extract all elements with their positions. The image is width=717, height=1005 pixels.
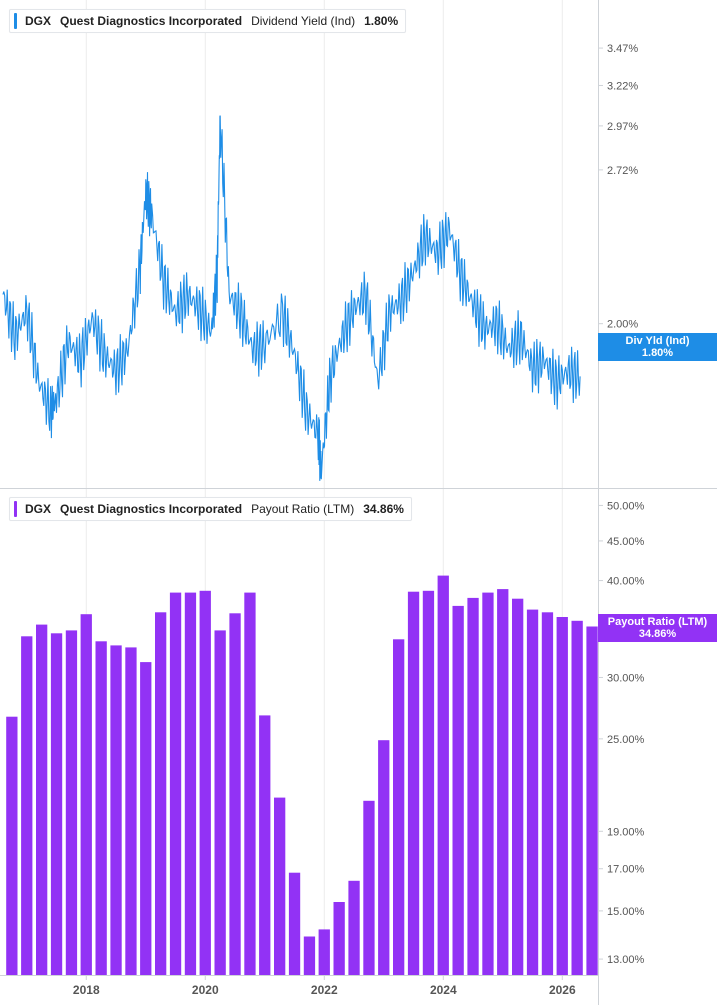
y-tick-label: 2.00% [607,319,638,331]
dividend-yield-line[interactable] [2,115,581,481]
payout-bar[interactable] [482,592,494,975]
payout-bar[interactable] [199,590,211,975]
payout-bar[interactable] [422,590,435,975]
y-tick-label: 17.00% [607,864,645,876]
legend-company: Quest Diagnostics Incorporated [60,502,243,516]
payout-bar[interactable] [214,630,226,975]
payout-bar[interactable] [541,612,554,975]
payout-ratio-price-tag: Payout Ratio (LTM) 34.86% [598,614,717,642]
payout-bar[interactable] [452,605,464,975]
payout-bar[interactable] [169,592,182,975]
tag-value: 34.86% [638,628,677,640]
dividend-yield-legend: DGX Quest Diagnostics Incorporated Divid… [9,9,407,33]
legend-value: 34.86% [363,502,404,516]
legend-metric: Dividend Yield (Ind) [251,14,356,28]
tag-label: Payout Ratio (LTM) [607,616,708,628]
payout-bar[interactable] [36,624,48,975]
x-tick-label: 2020 [192,983,219,997]
payout-bar[interactable] [333,902,345,975]
y-tick-label: 25.00% [607,734,645,746]
payout-bar[interactable] [50,633,63,975]
y-tick-label: 30.00% [607,672,645,684]
payout-ratio-legend: DGX Quest Diagnostics Incorporated Payou… [9,497,412,521]
y-tick-label: 19.00% [607,826,645,838]
payout-bar[interactable] [393,639,405,975]
x-axis: 2018 2020 2022 2024 2026 [73,975,576,997]
y-tick-label: 45.00% [607,536,645,548]
payout-bar[interactable] [125,647,137,975]
x-tick-label: 2026 [549,983,576,997]
payout-bar[interactable] [155,612,167,975]
payout-bar[interactable] [318,929,330,975]
x-tick-label: 2022 [311,983,338,997]
dividend-yield-plot [2,115,581,481]
payout-bar[interactable] [378,740,390,975]
payout-bar[interactable] [288,872,301,975]
payout-bar[interactable] [571,620,583,975]
payout-bar[interactable] [80,614,92,975]
payout-bar[interactable] [497,589,509,975]
tag-value: 1.80% [641,347,674,359]
y-tick-label: 2.97% [607,121,638,133]
legend-ticker: DGX [25,502,52,516]
payout-bar[interactable] [184,592,197,975]
payout-bar[interactable] [21,636,33,975]
payout-ratio-swatch [14,501,17,517]
payout-bar[interactable] [274,797,286,975]
payout-bar[interactable] [65,630,78,975]
payout-ratio-plot [6,575,598,976]
y-tick-label: 15.00% [607,906,645,918]
legend-metric: Payout Ratio (LTM) [251,502,355,516]
payout-bar[interactable] [512,598,524,975]
y-tick-label: 2.72% [607,165,638,177]
legend-value: 1.80% [364,14,399,28]
x-tick-label: 2018 [73,983,100,997]
tag-label: Div Yld (Ind) [625,335,690,347]
payout-bar[interactable] [407,591,420,975]
payout-bar[interactable] [229,613,241,975]
x-tick-label: 2024 [430,983,457,997]
payout-bar[interactable] [140,662,152,975]
dividend-yield-swatch [14,13,17,29]
payout-bar[interactable] [437,575,449,975]
y-tick-label: 13.00% [607,954,645,966]
payout-ratio-axis: 50.00%45.00%40.00%35.00%30.00%25.00%19.0… [598,500,645,966]
y-tick-label: 3.22% [607,80,638,92]
payout-bar[interactable] [556,617,568,975]
dividend-yield-axis: 3.47% 3.22% 2.97% 2.72% 2.00% [598,43,638,331]
y-tick-label: 50.00% [607,500,645,512]
payout-bar[interactable] [244,592,256,975]
dividend-yield-price-tag: Div Yld (Ind) 1.80% [598,333,717,361]
y-tick-label: 40.00% [607,576,645,588]
legend-company: Quest Diagnostics Incorporated [60,14,243,28]
y-tick-label: 3.47% [607,43,638,55]
payout-bar[interactable] [363,800,375,975]
payout-bar[interactable] [6,716,18,975]
payout-bar[interactable] [110,645,122,975]
payout-bar[interactable] [95,641,107,975]
payout-bar[interactable] [303,936,316,976]
payout-bar[interactable] [586,626,598,976]
payout-bar[interactable] [259,715,271,975]
payout-bar[interactable] [526,609,539,975]
legend-ticker: DGX [25,14,52,28]
payout-bar[interactable] [348,880,360,975]
payout-bar[interactable] [467,597,479,975]
